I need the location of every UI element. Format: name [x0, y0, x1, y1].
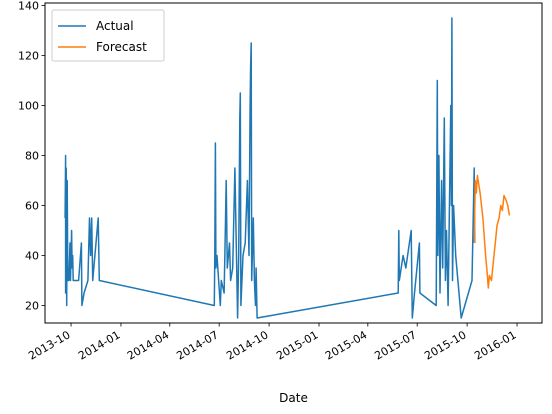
- y-tick-label: 100: [18, 100, 39, 113]
- y-tick-label: 20: [25, 300, 39, 313]
- legend: Actual Forecast: [51, 9, 165, 62]
- y-tick-label: 120: [18, 50, 39, 63]
- series-line-actual: [64, 17, 476, 319]
- y-axis: 20 40 60 80 100 120 140: [18, 0, 45, 313]
- x-axis-label: Date: [279, 391, 308, 405]
- y-tick-label: 140: [18, 0, 39, 13]
- plot-frame: [44, 2, 543, 324]
- legend-box: [51, 9, 165, 62]
- series-lines: [64, 17, 511, 319]
- legend-label-actual: Actual: [96, 19, 134, 33]
- series-line-forecast: [473, 174, 511, 289]
- y-tick-label: 80: [25, 150, 39, 163]
- legend-label-forecast: Forecast: [96, 40, 147, 54]
- y-tick-label: 40: [25, 250, 39, 263]
- y-tick-label: 60: [25, 200, 39, 213]
